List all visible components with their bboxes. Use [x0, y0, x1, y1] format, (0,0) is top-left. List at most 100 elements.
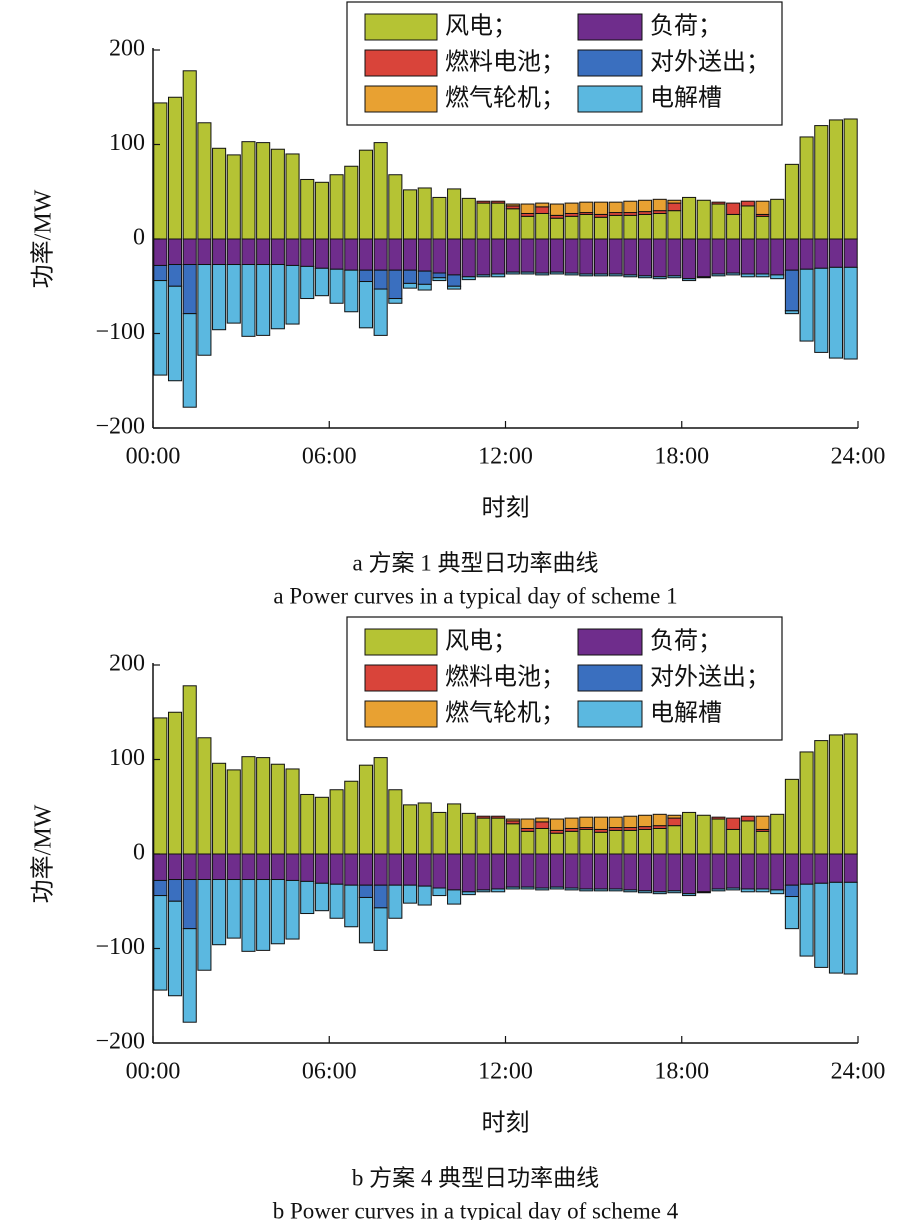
bar-segment	[505, 271, 520, 275]
bar-segment	[270, 879, 285, 945]
bar-segment	[740, 205, 755, 240]
bar-segment	[270, 238, 285, 266]
bar-segment	[593, 888, 609, 892]
bar-segment	[682, 196, 697, 240]
bar-segment	[182, 313, 197, 408]
bar-segment	[285, 853, 300, 881]
bar-segment	[828, 238, 844, 268]
x-tick-label: 06:00	[302, 1059, 357, 1085]
bar-segment	[461, 853, 476, 893]
bar-segment	[329, 268, 344, 304]
bar-segment	[314, 882, 329, 912]
bar-segment	[358, 764, 374, 855]
bar-segment	[461, 812, 476, 855]
bar-segment	[711, 201, 726, 205]
bar-segment	[241, 853, 256, 881]
bar-segment	[505, 818, 520, 822]
bar-segment	[373, 884, 388, 909]
bar-segment	[579, 888, 594, 892]
bar-segment	[226, 238, 241, 266]
bar-segment	[241, 756, 256, 855]
bar-segment	[212, 853, 227, 881]
bar-segment	[417, 283, 432, 291]
bar-segment	[432, 196, 447, 240]
bar-segment	[549, 853, 564, 888]
bar-segment	[637, 213, 653, 240]
bar-segment	[417, 885, 432, 906]
bar-segment	[535, 817, 550, 823]
bar-segment	[358, 269, 374, 283]
bar-segment	[623, 274, 638, 278]
bar-segment	[535, 272, 550, 276]
bar-segment	[726, 853, 741, 889]
bar-segment	[520, 203, 535, 214]
bar-segment	[564, 238, 579, 274]
y-tick-label: −200	[95, 1029, 145, 1055]
bar-segment	[535, 887, 550, 891]
x-tick-label: 06:00	[302, 444, 357, 470]
bar-segment	[520, 853, 535, 888]
bar-segment	[784, 778, 799, 855]
bar-segment	[814, 238, 829, 269]
x-tick-label: 00:00	[126, 1059, 181, 1085]
bar-segment	[667, 817, 682, 827]
bar-segment	[491, 888, 506, 893]
bar-segment	[652, 853, 667, 893]
bar-segment	[608, 201, 623, 214]
bar-segment	[417, 853, 432, 887]
bar-segment	[755, 215, 770, 240]
bar-segment	[402, 853, 418, 886]
bar-segment	[726, 828, 741, 855]
bar-segment	[549, 886, 564, 890]
bar-segment	[226, 154, 241, 240]
bar-segment	[579, 213, 594, 240]
bar-segment	[256, 264, 271, 336]
bar-segment	[549, 238, 564, 273]
bar-segment	[637, 814, 653, 828]
bar-segment	[270, 763, 285, 855]
bar-segment	[476, 889, 491, 893]
bar-segment	[182, 238, 197, 266]
bar-segment	[652, 891, 667, 895]
bar-segment	[329, 238, 344, 270]
bar-segment	[212, 147, 227, 240]
bar-segment	[505, 203, 520, 207]
bar-segment	[505, 886, 520, 890]
bar-segment	[740, 853, 755, 890]
bar-segment	[153, 853, 168, 881]
x-axis-label: 时刻	[482, 1110, 530, 1137]
y-axis-label: 功率/MW	[30, 189, 57, 288]
bar-segment	[770, 813, 785, 855]
bar-segment	[402, 884, 418, 904]
bar-segment	[784, 853, 799, 886]
bar-segment	[755, 830, 770, 855]
bar-segment	[285, 768, 300, 855]
bar-segment	[593, 853, 609, 890]
bar-segment	[623, 200, 638, 214]
bar-segment	[197, 238, 212, 266]
bar-segment	[549, 203, 564, 216]
bar-segment	[637, 828, 653, 855]
bar-segment	[226, 264, 241, 324]
legend-swatch	[577, 85, 643, 113]
bar-segment	[740, 888, 755, 893]
bar-segment	[402, 269, 418, 284]
bar-segment	[167, 853, 183, 881]
bar-segment	[285, 153, 300, 240]
bar-segment	[755, 815, 770, 830]
bar-segment	[167, 285, 183, 382]
x-tick-label: 12:00	[478, 444, 533, 470]
bar-segment	[667, 825, 682, 855]
bar-segment	[417, 802, 432, 855]
bar-segment	[579, 273, 594, 277]
bar-segment	[153, 895, 168, 991]
bar-segment	[300, 793, 315, 855]
bar-segment	[417, 187, 432, 240]
bar-segment	[314, 796, 329, 855]
bar-segment	[226, 769, 241, 855]
bar-segment	[153, 238, 168, 266]
bar-segment	[637, 275, 653, 279]
x-axis-label: 时刻	[482, 495, 530, 522]
bar-segment	[491, 273, 506, 278]
bar-segment	[711, 888, 726, 892]
